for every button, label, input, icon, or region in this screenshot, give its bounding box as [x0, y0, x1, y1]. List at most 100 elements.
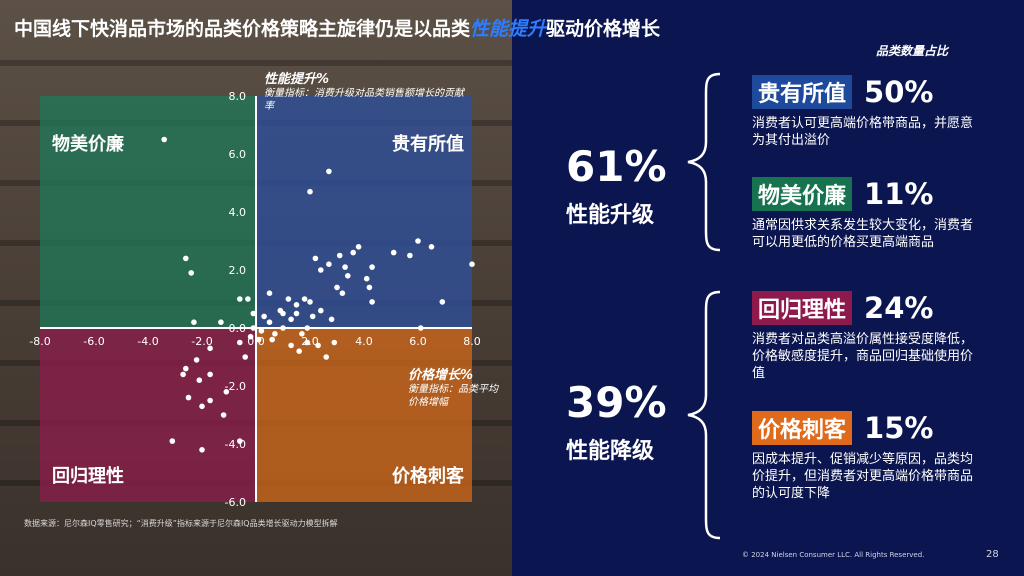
data-point — [185, 394, 192, 401]
upgrade-brace-icon — [687, 72, 721, 252]
data-point — [237, 438, 243, 444]
data-point — [180, 371, 186, 378]
data-point — [193, 357, 200, 363]
data-point — [293, 302, 300, 308]
data-point — [288, 316, 294, 323]
copyright-footer: © 2024 Nielsen Consumer LLC. All Rights … — [742, 551, 925, 559]
y-tick-label: 4.0 — [229, 206, 247, 219]
data-point — [369, 299, 375, 305]
y-axis-label-block: 性能提升% 衡量指标：消费升级对品类销售额增长的贡献率 — [264, 68, 464, 113]
data-point — [309, 313, 316, 320]
x-tick-label: -6.0 — [83, 335, 104, 348]
data-point — [307, 188, 313, 195]
x-tick-label: -4.0 — [137, 335, 158, 348]
category-description: 消费者认可更高端价格带商品，并愿意为其付出溢价 — [752, 116, 974, 148]
x-tick-label: -8.0 — [29, 335, 50, 348]
data-point — [258, 328, 265, 334]
x-axis-note: 衡量指标：品类平均价格增幅 — [408, 384, 498, 408]
data-point — [304, 339, 311, 346]
data-point — [407, 252, 413, 259]
page-number: 28 — [986, 549, 999, 560]
data-point — [299, 331, 305, 337]
data-point — [301, 296, 308, 302]
category-gui-you-suo-zhi: 贵有所值 50% 消费者认可更高端价格带商品，并愿意为其付出溢价 — [752, 75, 982, 149]
x-tick-label: 2.0 — [301, 335, 319, 348]
data-point — [342, 264, 348, 270]
quadrant-label-bottom-right: 价格刺客 — [392, 466, 464, 487]
y-tick-label: 6.0 — [229, 148, 247, 161]
data-point — [328, 316, 335, 323]
quadrant-bottom-left — [40, 328, 256, 502]
data-point — [272, 331, 278, 337]
data-point — [323, 354, 330, 360]
data-point — [439, 299, 446, 305]
data-point — [183, 255, 189, 262]
data-point — [307, 299, 313, 305]
data-point — [188, 270, 194, 276]
quadrant-top-right — [256, 96, 472, 328]
data-point — [266, 290, 273, 297]
data-point — [207, 397, 213, 404]
category-percent: 24% — [864, 291, 934, 325]
data-point — [183, 365, 189, 372]
y-axis-label: 性能提升% — [264, 72, 330, 87]
category-jia-ge-ci-ke: 价格刺客 15% 因成本提升、促销减少等原因，品类均价提升，但消费者对更高端价格带… — [752, 411, 982, 502]
data-point — [250, 325, 257, 331]
category-tag: 回归理性 — [752, 291, 853, 325]
y-tick-label: 2.0 — [229, 264, 247, 277]
data-point — [237, 339, 243, 346]
data-point — [280, 325, 286, 331]
data-point — [266, 319, 273, 326]
category-percent: 50% — [864, 75, 934, 109]
y-tick-label: 8.0 — [229, 90, 247, 103]
data-point — [366, 284, 373, 291]
data-point — [304, 325, 311, 331]
data-point — [293, 310, 300, 317]
data-point — [199, 403, 205, 410]
x-tick-label: 6.0 — [409, 335, 427, 348]
data-point — [196, 377, 203, 384]
category-description: 因成本提升、促销减少等原因，品类均价提升，但消费者对更高端价格带商品的认可度下降 — [752, 452, 974, 501]
y-tick-label: -6.0 — [225, 496, 246, 509]
data-point — [220, 412, 227, 418]
data-point — [223, 389, 230, 395]
y-tick-label: -4.0 — [225, 438, 246, 451]
data-point — [269, 336, 276, 343]
data-point — [469, 261, 475, 268]
data-point — [334, 284, 340, 291]
quadrant-label-bottom-left: 回归理性 — [52, 466, 124, 487]
data-point — [326, 168, 332, 175]
data-point — [318, 267, 324, 273]
upgrade-label: 性能升级 — [566, 203, 655, 228]
data-point — [390, 249, 397, 256]
data-point — [350, 249, 357, 256]
data-point — [336, 252, 343, 259]
data-point — [199, 447, 205, 453]
data-point — [355, 244, 362, 250]
data-point — [242, 354, 248, 360]
data-point — [345, 273, 351, 279]
share-heading: 品类数量占比 — [876, 44, 949, 58]
quadrant-top-left — [40, 96, 256, 328]
upgrade-percent: 61% — [566, 142, 667, 191]
y-tick-label: 0.0 — [229, 322, 247, 335]
x-tick-label: 4.0 — [355, 335, 373, 348]
category-hui-gui-li-xing: 回归理性 24% 消费者对品类高溢价属性接受度降低，价格敏感度提升，商品回归基础使… — [752, 291, 982, 382]
downgrade-brace-icon — [687, 290, 721, 540]
data-point — [218, 319, 224, 326]
x-tick-label: 8.0 — [463, 335, 481, 348]
category-tag: 贵有所值 — [752, 75, 853, 109]
data-point — [318, 307, 324, 314]
data-point — [331, 339, 338, 346]
data-point — [339, 290, 346, 297]
title-highlight: 性能提升 — [470, 18, 547, 40]
data-point — [207, 345, 213, 352]
x-axis-label-block: 价格增长% 衡量指标：品类平均价格增幅 — [408, 364, 498, 409]
data-point — [247, 333, 254, 340]
x-tick-label: -2.0 — [191, 335, 212, 348]
quadrant-label-top-right: 贵有所值 — [392, 134, 464, 155]
category-description: 通常因供求关系发生较大变化，消费者可以用更低的价格买更高端商品 — [752, 218, 974, 250]
data-point — [415, 238, 421, 244]
y-tick-label: -2.0 — [225, 380, 246, 393]
quadrant-scatter-chart: -8.0 -6.0 -4.0 -2.0 0.0 2.0 4.0 6.0 8.0 8.0 6.0 4.0… — [29, 90, 481, 509]
